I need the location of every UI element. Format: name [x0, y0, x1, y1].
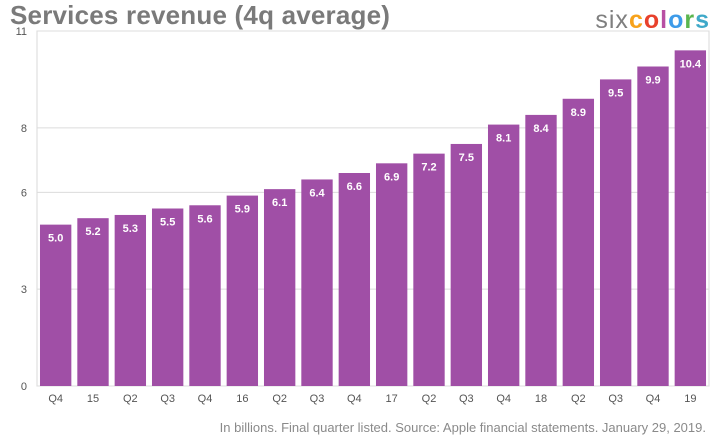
logo-o2: o: [668, 6, 685, 34]
bar-value-label: 9.9: [645, 75, 660, 87]
bar-value-label: 6.6: [347, 181, 362, 193]
logo-r: r: [684, 6, 696, 34]
x-tick-label: 18: [535, 393, 547, 405]
bar-value-label: 5.3: [123, 223, 138, 235]
bar: [562, 98, 595, 386]
sixcolors-logo: sixcolors: [595, 6, 710, 35]
y-tick-label: 6: [21, 187, 27, 199]
x-tick-label: Q2: [571, 393, 586, 405]
bar-value-label: 8.1: [496, 133, 511, 145]
bar: [413, 153, 445, 386]
bar-value-label: 5.6: [197, 213, 212, 225]
x-tick-label: Q4: [347, 393, 362, 405]
logo-s: s: [695, 6, 710, 34]
bar: [525, 114, 557, 386]
bar-value-label: 5.0: [48, 233, 63, 245]
bar: [226, 195, 259, 386]
bar: [375, 163, 408, 386]
x-tick-label: Q2: [422, 393, 437, 405]
x-tick-label: Q3: [608, 393, 623, 405]
y-tick-label: 3: [21, 284, 27, 296]
x-tick-label: 19: [684, 393, 696, 405]
bar-value-label: 6.1: [272, 197, 287, 209]
bar-value-label: 6.4: [309, 187, 325, 199]
logo-o: o: [643, 6, 661, 34]
bar: [338, 173, 371, 386]
x-tick-label: 17: [386, 393, 398, 405]
chart-footnote: In billions. Final quarter listed. Sourc…: [219, 420, 706, 435]
x-tick-label: Q4: [198, 393, 213, 405]
x-tick-label: 15: [87, 393, 99, 405]
bar: [77, 218, 109, 386]
bar: [637, 66, 669, 386]
x-tick-label: Q3: [459, 393, 474, 405]
x-tick-label: Q2: [123, 393, 138, 405]
bar: [263, 189, 296, 386]
x-tick-label: Q3: [160, 393, 175, 405]
bar-value-label: 9.5: [608, 87, 623, 99]
logo-l: l: [660, 6, 669, 34]
bar: [301, 179, 333, 386]
bar: [487, 124, 520, 386]
bar: [674, 50, 707, 386]
bar: [39, 224, 72, 386]
x-tick-label: Q2: [272, 393, 287, 405]
y-tick-label: 8: [21, 123, 27, 135]
bar-value-label: 5.9: [235, 204, 250, 216]
y-tick-label: 0: [21, 381, 27, 393]
x-tick-label: 16: [236, 393, 248, 405]
x-tick-label: Q4: [48, 393, 63, 405]
bar-value-label: 8.4: [533, 123, 549, 135]
x-tick-label: Q4: [496, 393, 511, 405]
bar-value-label: 8.9: [571, 107, 586, 119]
bar-value-label: 5.2: [85, 226, 100, 238]
x-tick-label: Q3: [310, 393, 325, 405]
bar-value-label: 5.5: [160, 217, 175, 229]
bar-value-label: 6.9: [384, 171, 399, 183]
bar-value-label: 7.2: [421, 162, 436, 174]
bar-value-label: 10.4: [680, 58, 702, 70]
bar-value-label: 7.5: [459, 152, 474, 164]
bar: [189, 205, 221, 386]
logo-six: six: [595, 6, 629, 34]
y-tick-label: 11: [16, 26, 27, 38]
chart-title: Services revenue (4q average): [10, 0, 391, 30]
x-tick-label: Q4: [646, 393, 661, 405]
bar: [151, 208, 184, 386]
bar: [599, 79, 632, 386]
logo-c: c: [628, 6, 644, 34]
bar: [114, 214, 147, 386]
bar: [450, 143, 483, 386]
